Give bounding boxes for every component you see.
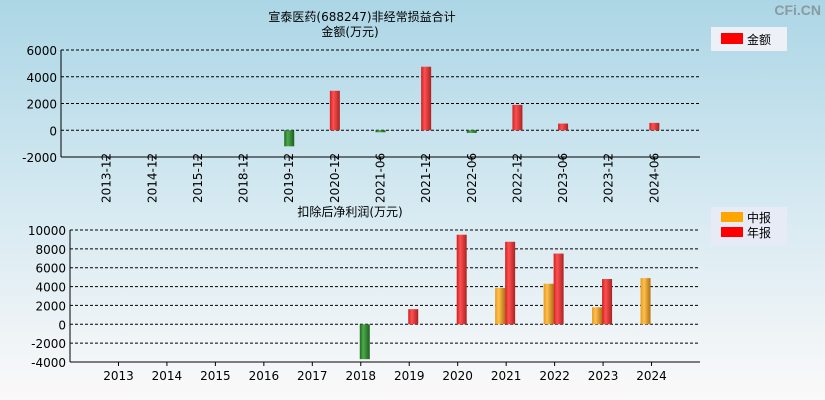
- x-tick-label: 2017: [297, 369, 328, 383]
- bar-中报-2024: [640, 278, 651, 325]
- bar-2022-06: [466, 130, 477, 133]
- bar-年报-2020: [456, 234, 467, 325]
- bar-2020-12: [329, 90, 340, 131]
- x-tick-label: 2015-12: [191, 153, 205, 203]
- bar-年报-2019: [408, 309, 419, 325]
- chart-title: 扣除后净利润(万元): [297, 204, 402, 219]
- x-tick-label: 2019-12: [282, 153, 296, 203]
- y-tick-label: 2000: [26, 98, 57, 112]
- x-tick-label: 2022: [539, 369, 570, 383]
- bar-年报-2023: [602, 279, 613, 325]
- x-tick-label: 2023-06: [556, 153, 570, 203]
- bar-2021-12: [421, 66, 432, 131]
- x-tick-label: 2023-12: [602, 153, 616, 203]
- x-tick-label: 2018-12: [237, 153, 251, 203]
- legend-label: 年报: [747, 225, 771, 240]
- y-tick-label: -2000: [22, 151, 57, 165]
- x-tick-label: 2013-12: [100, 153, 114, 203]
- x-tick-label: 2014-12: [145, 153, 159, 203]
- legend-label: 中报: [747, 210, 771, 225]
- y-tick-label: -4000: [31, 356, 66, 370]
- x-tick-label: 2013: [103, 369, 134, 383]
- bar-年报-2021: [505, 241, 516, 325]
- bar-2024-06: [649, 122, 660, 131]
- x-tick-label: 2019: [394, 369, 425, 383]
- x-tick-label: 2024: [636, 369, 667, 383]
- y-tick-label: 0: [58, 318, 66, 332]
- y-tick-label: 0: [49, 124, 57, 138]
- x-tick-label: 2022-12: [510, 153, 524, 203]
- x-tick-label: 2023: [588, 369, 619, 383]
- x-tick-label: 2021: [491, 369, 522, 383]
- y-tick-label: 8000: [35, 243, 66, 257]
- bar-年报-2022: [553, 253, 564, 325]
- x-tick-label: 2022-06: [465, 153, 479, 203]
- x-tick-label: 2018: [345, 369, 376, 383]
- legend-label: 金额: [747, 32, 771, 47]
- x-tick-label: 2020-12: [328, 153, 342, 203]
- bar-中报-2021: [495, 287, 506, 325]
- y-tick-label: 4000: [26, 71, 57, 85]
- bar-2022-12: [512, 104, 523, 131]
- legend-swatch: [721, 227, 743, 237]
- legend-swatch: [721, 33, 743, 44]
- bar-中报-2022: [543, 283, 554, 325]
- bar-年报-2018: [359, 324, 370, 360]
- y-tick-label: 10000: [28, 224, 66, 238]
- bar-2019-12: [284, 130, 295, 147]
- x-tick-label: 2021-06: [374, 153, 388, 203]
- x-tick-label: 2014: [152, 369, 183, 383]
- bar-中报-2023: [592, 307, 603, 325]
- chart-title: 宣泰医药(688247)非经常损益合计: [268, 9, 455, 24]
- legend-swatch: [721, 212, 743, 222]
- x-tick-label: 2015: [200, 369, 231, 383]
- y-tick-label: 4000: [35, 281, 66, 295]
- bar-2021-06: [375, 130, 386, 133]
- x-tick-label: 2021-12: [419, 153, 433, 203]
- y-tick-label: 6000: [26, 44, 57, 58]
- x-tick-label: 2020: [442, 369, 473, 383]
- y-tick-label: -2000: [31, 337, 66, 351]
- y-axis-label: 金额(万元): [321, 24, 378, 39]
- watermark: CFi.CN: [774, 2, 821, 18]
- x-tick-label: 2016: [249, 369, 280, 383]
- y-tick-label: 2000: [35, 299, 66, 313]
- y-tick-label: 6000: [35, 262, 66, 276]
- bar-2023-06: [558, 123, 569, 131]
- x-tick-label: 2024-06: [647, 153, 661, 203]
